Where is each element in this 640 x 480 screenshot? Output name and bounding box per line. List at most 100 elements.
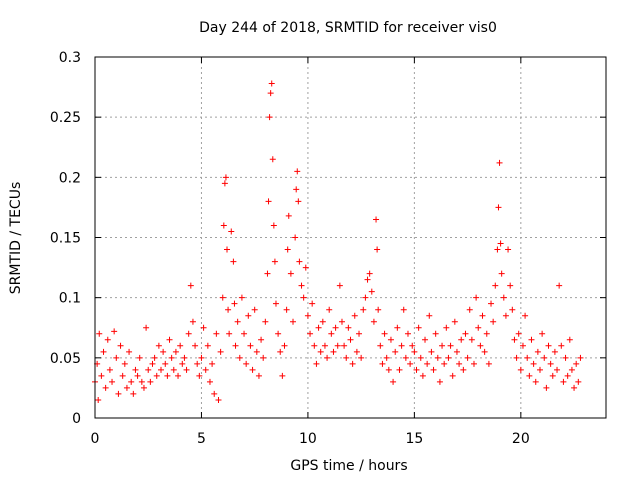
- data-point: [326, 306, 333, 313]
- data-point: [226, 330, 233, 337]
- data-point: [351, 312, 358, 319]
- data-point: [483, 330, 490, 337]
- data-point: [189, 318, 196, 325]
- data-point: [113, 354, 120, 361]
- data-point: [390, 378, 397, 385]
- data-point: [126, 348, 133, 355]
- data-point: [269, 156, 276, 163]
- data-point: [145, 366, 152, 373]
- data-point: [439, 342, 446, 349]
- data-point: [495, 204, 502, 211]
- data-point: [175, 372, 182, 379]
- data-point: [441, 360, 448, 367]
- data-point: [383, 354, 390, 361]
- data-point: [573, 360, 580, 367]
- data-point: [317, 348, 324, 355]
- data-point: [330, 348, 337, 355]
- data-point: [204, 342, 211, 349]
- data-point: [356, 330, 363, 337]
- data-point: [241, 330, 248, 337]
- data-point: [398, 342, 405, 349]
- data-point: [374, 246, 381, 253]
- data-point: [394, 324, 401, 331]
- data-point: [300, 294, 307, 301]
- x-tick-label: 10: [299, 431, 317, 447]
- data-point: [109, 378, 116, 385]
- data-point: [311, 342, 318, 349]
- data-point: [464, 354, 471, 361]
- data-point: [279, 372, 286, 379]
- data-point: [151, 354, 158, 361]
- data-point: [498, 270, 505, 277]
- data-point: [271, 258, 278, 265]
- data-point: [449, 372, 456, 379]
- data-point: [532, 378, 539, 385]
- data-point: [221, 180, 228, 187]
- data-point: [225, 306, 232, 313]
- data-point: [134, 372, 141, 379]
- data-point: [460, 366, 467, 373]
- data-point: [349, 360, 356, 367]
- data-point: [343, 354, 350, 361]
- data-point: [285, 212, 292, 219]
- data-point: [428, 348, 435, 355]
- grid-lines: [95, 57, 606, 418]
- data-point: [177, 342, 184, 349]
- data-point: [485, 360, 492, 367]
- x-axis-label: GPS time / hours: [290, 458, 407, 474]
- data-point: [496, 159, 503, 166]
- data-point: [255, 372, 262, 379]
- data-point: [296, 258, 303, 265]
- data-point: [260, 354, 267, 361]
- data-point: [307, 330, 314, 337]
- data-point: [100, 348, 107, 355]
- data-point: [473, 294, 480, 301]
- data-point: [524, 354, 531, 361]
- data-point: [562, 354, 569, 361]
- data-point: [149, 360, 156, 367]
- data-point: [217, 348, 224, 355]
- data-point: [295, 198, 302, 205]
- data-point: [281, 342, 288, 349]
- data-point: [490, 318, 497, 325]
- data-point: [215, 396, 222, 403]
- data-point: [375, 306, 382, 313]
- data-point: [417, 354, 424, 361]
- data-point: [377, 342, 384, 349]
- y-tick-label: 0.15: [50, 231, 81, 247]
- data-point: [253, 348, 260, 355]
- data-point: [117, 342, 124, 349]
- y-tick-label: 0.3: [59, 50, 81, 66]
- data-point: [411, 348, 418, 355]
- chart-title: Day 244 of 2018, SRMTID for receiver vis…: [199, 20, 497, 36]
- x-tick-label: 15: [405, 431, 423, 447]
- data-point: [458, 336, 465, 343]
- data-point: [488, 300, 495, 307]
- y-tick-label: 0.25: [50, 110, 81, 126]
- data-point: [413, 366, 420, 373]
- data-point: [183, 366, 190, 373]
- data-point: [123, 384, 130, 391]
- data-point: [230, 258, 237, 265]
- data-point: [381, 330, 388, 337]
- data-point: [415, 324, 422, 331]
- data-point: [185, 330, 192, 337]
- data-point: [556, 282, 563, 289]
- data-point: [211, 390, 218, 397]
- data-point: [358, 354, 365, 361]
- data-point: [247, 342, 254, 349]
- data-point: [315, 324, 322, 331]
- data-point: [564, 372, 571, 379]
- data-point: [232, 342, 239, 349]
- data-point: [196, 372, 203, 379]
- data-point: [453, 348, 460, 355]
- data-point: [160, 348, 167, 355]
- data-point: [294, 168, 301, 175]
- data-point: [402, 354, 409, 361]
- data-points: [92, 80, 584, 403]
- data-point: [409, 342, 416, 349]
- data-point: [136, 354, 143, 361]
- data-point: [332, 324, 339, 331]
- data-point: [341, 342, 348, 349]
